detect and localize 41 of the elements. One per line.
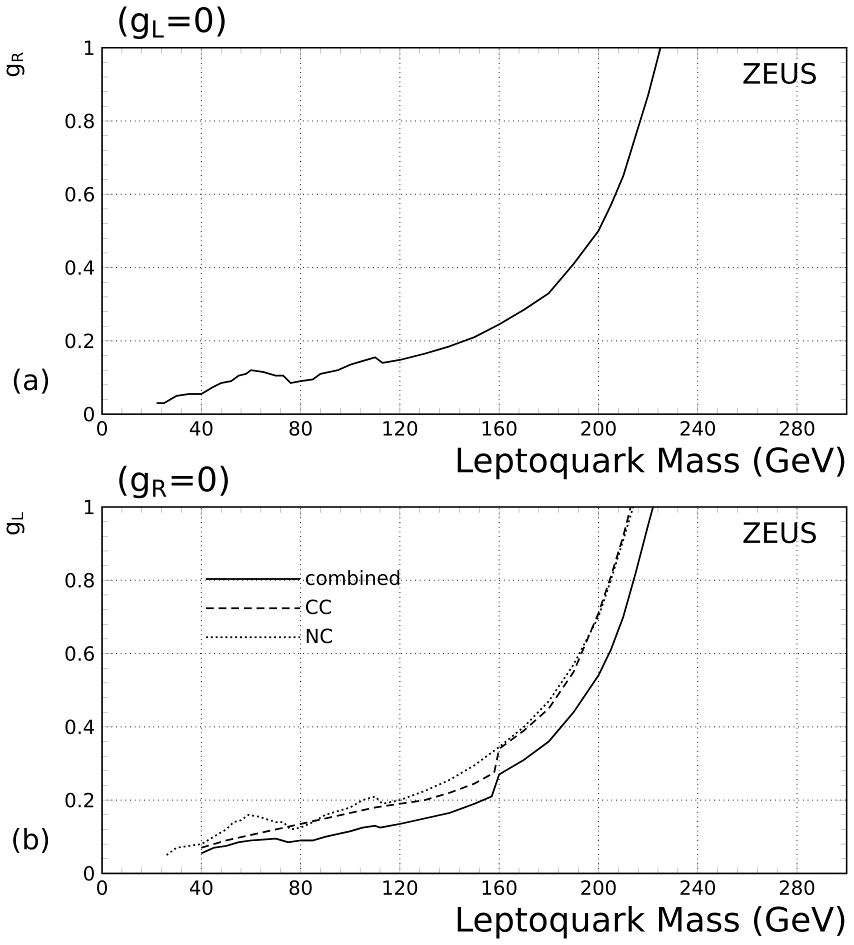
x-tick-label: 0 (97, 421, 108, 436)
x-tick-label: 200 (581, 880, 616, 896)
x-tick-label: 120 (384, 421, 418, 436)
y-tick-label: 0.6 (66, 646, 94, 661)
y-tick-label: 0.2 (66, 792, 94, 808)
legend-label: combined (306, 570, 400, 586)
legend-label: NC (306, 628, 332, 644)
y-tick-label: 0 (84, 866, 94, 881)
x-axis-title: Leptoquark Mass (GeV) (458, 906, 844, 938)
x-tick-label: 200 (581, 421, 616, 436)
text: (a) (14, 368, 48, 394)
x-tick-label: 160 (482, 880, 517, 896)
annotation: ZEUS (744, 62, 816, 84)
y-axis-title: g$_{L}$ (6, 512, 25, 534)
x-tick-label: 160 (482, 421, 517, 436)
x-tick-label: 240 (680, 421, 716, 436)
x-tick-label: 0 (97, 880, 108, 896)
chart-title: (g$_{R}$=0) (119, 466, 228, 498)
y-tick-label: 1 (85, 40, 94, 55)
x-axis-title: Leptoquark Mass (GeV) (458, 446, 844, 480)
x-tick-label: 280 (780, 421, 814, 436)
y-tick-label: 0.6 (66, 186, 94, 202)
x-tick-label: 120 (384, 880, 418, 896)
legend-label: CC (306, 599, 332, 614)
y-tick-label: 0.8 (66, 572, 94, 588)
x-tick-label: 280 (780, 880, 814, 896)
y-tick-label: 0.8 (66, 114, 94, 128)
x-tick-label: 80 (290, 880, 312, 896)
x-tick-label: 40 (190, 421, 213, 436)
x-tick-label: 240 (680, 880, 716, 896)
x-tick-label: 80 (290, 421, 312, 436)
y-tick-label: 0 (84, 406, 94, 422)
chart-title: (g$_{L}$=0) (119, 6, 225, 40)
y-tick-label: 1 (85, 500, 94, 514)
x-tick-label: 40 (190, 880, 213, 896)
annotation: ZEUS (744, 522, 816, 544)
y-axis-title: g$_{R}$ (6, 52, 25, 76)
text: (b) (13, 828, 48, 853)
y-tick-label: 0.4 (66, 719, 94, 734)
y-tick-label: 0.4 (66, 260, 94, 275)
y-tick-label: 0.2 (66, 333, 94, 348)
